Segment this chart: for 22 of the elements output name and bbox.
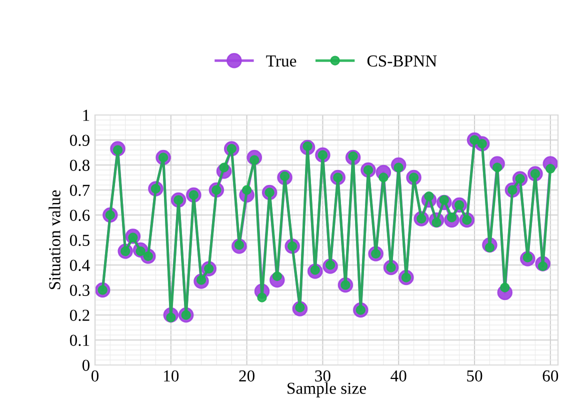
x-tick-label: 20 — [239, 370, 254, 382]
x-tick-label: 30 — [315, 370, 330, 382]
y-axis-title: Situation value — [48, 190, 60, 290]
legend-label: True — [266, 56, 296, 67]
x-tick-label: 10 — [164, 370, 179, 382]
y-tick-label: 0 — [82, 360, 90, 371]
x-tick-label: 40 — [390, 370, 406, 382]
y-tick-label: 0.5 — [70, 234, 90, 246]
legend-label: CS-BPNN — [367, 55, 437, 67]
y-tick-label: 0.3 — [70, 284, 90, 296]
y-tick-label: 0.6 — [70, 210, 90, 222]
y-tick-label: 0.7 — [70, 184, 90, 196]
y-tick-label: 0.1 — [70, 334, 90, 346]
x-tick-label: 60 — [542, 370, 558, 382]
x-tick-label: 0 — [91, 370, 99, 382]
x-tick-label: 50 — [467, 370, 482, 382]
y-tick-label: 0.4 — [70, 260, 90, 272]
y-tick-label: 1 — [83, 110, 90, 121]
y-tick-label: 0.8 — [70, 160, 90, 172]
y-tick-label: 0.9 — [70, 134, 90, 146]
y-tick-label: 0.2 — [70, 310, 90, 322]
x-axis-title: Sample size — [288, 382, 366, 398]
